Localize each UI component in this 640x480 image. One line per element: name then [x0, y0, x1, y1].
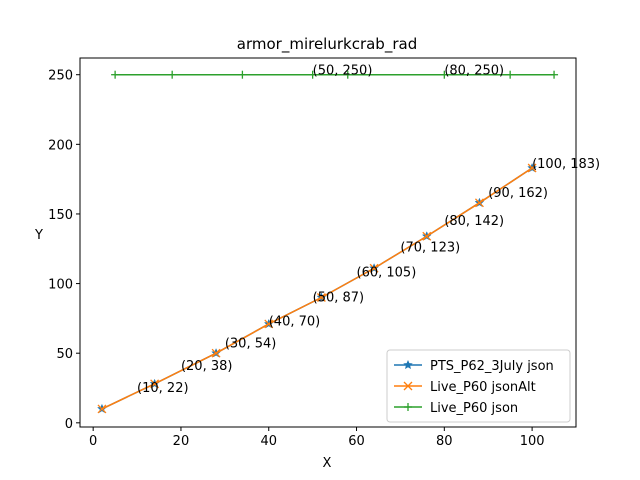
- data-point: [211, 348, 221, 358]
- data-label: (60, 105): [357, 266, 417, 281]
- plot-area: 0 20 40 60 80 100 0 50 100 150 200 250 (10, 22) (20, …: [48, 57, 600, 449]
- data-point: [343, 70, 352, 79]
- data-label: (70, 123): [400, 241, 460, 256]
- x-tick-label: 20: [173, 434, 190, 449]
- legend: PTS_P62_3July json Live_P60 jsonAlt Live_P…: [386, 349, 571, 423]
- data-point: [527, 163, 537, 173]
- y-tick-label: 100: [48, 278, 73, 293]
- data-label: (50, 87): [313, 291, 365, 306]
- data-point: [369, 263, 379, 273]
- chart-title: armor_mirelurkcrab_rad: [237, 35, 417, 54]
- legend-marker: [403, 359, 413, 370]
- legend-marker: [404, 403, 412, 411]
- x-axis-label: X: [323, 456, 332, 471]
- y-axis-label: Y: [34, 228, 43, 243]
- data-point: [238, 70, 247, 79]
- data-point: [264, 319, 274, 329]
- plot-frame: [79, 57, 577, 428]
- y-tick-label: 150: [48, 208, 73, 223]
- x-tick-label: 40: [260, 434, 277, 449]
- legend-entry: Live_P60 jsonAlt: [430, 380, 536, 395]
- x-tick-label: 0: [89, 434, 97, 449]
- data-label: (10, 22): [137, 381, 189, 396]
- data-point: [97, 404, 107, 414]
- data-point: [168, 70, 177, 79]
- y-tick-label: 0: [65, 417, 73, 432]
- legend-marker: [403, 381, 413, 391]
- x-tick-label: 80: [436, 434, 453, 449]
- data-label: (80, 250): [444, 64, 504, 79]
- x-tick-label: 60: [348, 434, 365, 449]
- legend-entry: Live_P60 json: [430, 401, 518, 416]
- data-label: (40, 70): [269, 314, 321, 329]
- data-label: (90, 162): [488, 186, 548, 201]
- data-point: [474, 198, 484, 208]
- y-tick-label: 200: [48, 138, 73, 153]
- data-point: [506, 70, 515, 79]
- data-label: (50, 250): [313, 64, 373, 79]
- y-tick-label: 50: [56, 347, 73, 362]
- data-point: [308, 70, 317, 79]
- data-point: [422, 231, 432, 241]
- legend-entry: PTS_P62_3July json: [430, 359, 554, 374]
- data-label: (30, 54): [225, 337, 276, 352]
- legend-box: [386, 349, 571, 423]
- data-point: [316, 293, 326, 302]
- data-label: (80, 142): [444, 214, 504, 229]
- data-label: (100, 183): [532, 157, 600, 172]
- x-tick-label: 100: [520, 434, 545, 449]
- data-point: [150, 379, 160, 389]
- data-label: (20, 38): [181, 359, 233, 374]
- data-point: [440, 70, 449, 79]
- data-point: [111, 70, 120, 79]
- y-tick-label: 250: [48, 69, 73, 84]
- data-point: [550, 70, 559, 79]
